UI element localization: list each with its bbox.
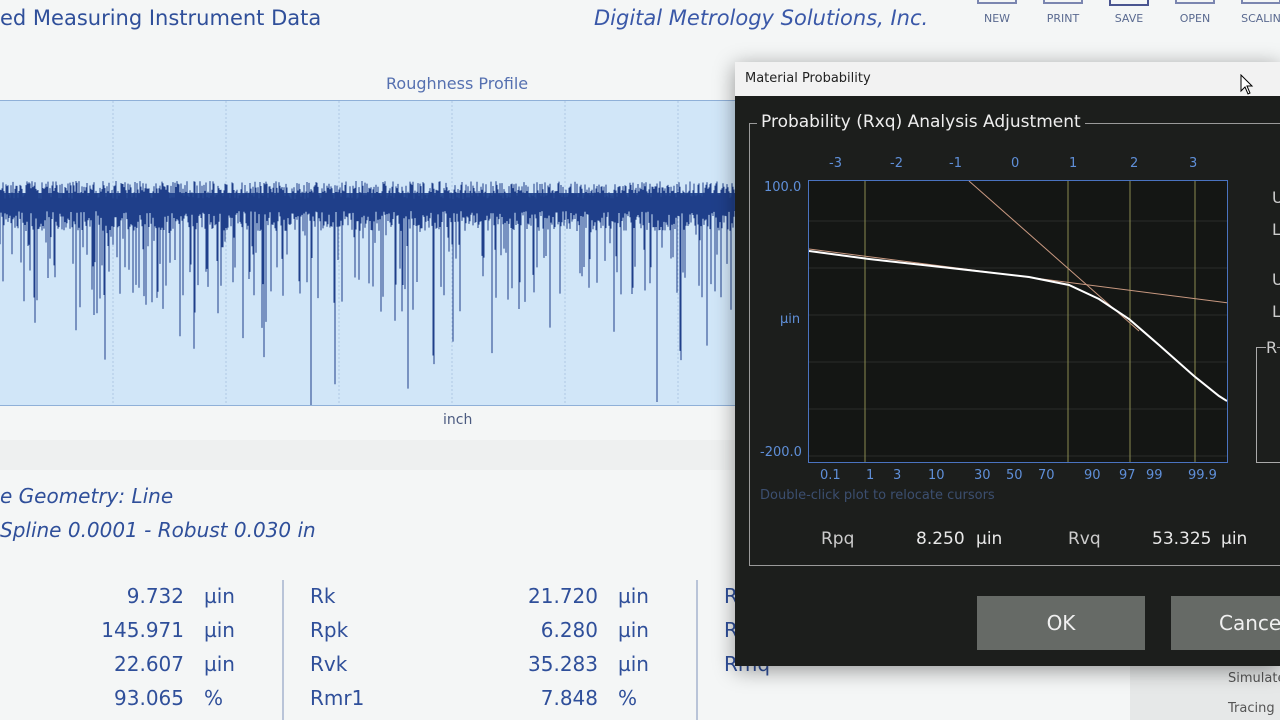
material-probability-dialog: Material Probability Probability (Rxq) A… xyxy=(735,62,1280,666)
group-title: Probability (Rxq) Analysis Adjustment xyxy=(757,112,1085,132)
print-label: PRINT xyxy=(1046,12,1080,25)
side-panel: Simulate Tracing xyxy=(1130,665,1280,720)
filter-label: Spline 0.0001 - Robust 0.030 in xyxy=(0,518,316,542)
top-tick-label: -2 xyxy=(890,156,903,171)
param-value: 21.720 xyxy=(528,584,598,608)
new-label: NEW xyxy=(983,12,1011,25)
dialog-title: Material Probability xyxy=(745,71,871,86)
print-icon xyxy=(1043,0,1083,4)
rvq-label: Rvq xyxy=(1068,529,1101,549)
print-button[interactable]: PRINT xyxy=(1033,0,1093,34)
mouse-cursor-icon xyxy=(1240,74,1254,95)
bottom-tick-label: 50 xyxy=(1006,468,1023,483)
top-tick-label: 3 xyxy=(1189,156,1198,171)
param-unit: % xyxy=(204,686,224,710)
column-divider xyxy=(282,580,284,720)
new-button[interactable]: NEW xyxy=(967,0,1027,34)
save-button[interactable]: SAVE xyxy=(1099,0,1159,34)
bottom-tick-label: 90 xyxy=(1084,468,1101,483)
param-name: R xyxy=(724,618,738,642)
roughness-profile-plot[interactable] xyxy=(0,100,735,406)
rvq-value: 53.325 xyxy=(1152,529,1212,549)
bottom-tick-label: 99 xyxy=(1146,468,1163,483)
y-unit-label: µin xyxy=(780,312,801,327)
param-name: R xyxy=(724,584,738,608)
lower-label: L xyxy=(1272,302,1280,321)
results-group xyxy=(1256,347,1280,463)
param-value: 93.065 xyxy=(114,686,184,710)
param-value: 22.607 xyxy=(114,652,184,676)
scaling-button[interactable]: SCALIN xyxy=(1231,0,1280,34)
scaling-icon xyxy=(1241,0,1280,4)
top-tick-label: 2 xyxy=(1130,156,1139,171)
top-tick-label: -3 xyxy=(829,156,842,171)
top-tick-label: -1 xyxy=(949,156,962,171)
open-label: OPEN xyxy=(1179,12,1211,25)
param-value: 35.283 xyxy=(528,652,598,676)
dialog-title-bar[interactable]: Material Probability xyxy=(735,62,1280,96)
plot-hint: Double-click plot to relocate cursors xyxy=(760,488,995,503)
profile-xlabel: inch xyxy=(443,412,473,428)
param-value: 7.848 xyxy=(540,686,598,710)
simulate-item[interactable]: Simulate xyxy=(1228,671,1280,686)
profile-title: Roughness Profile xyxy=(386,74,529,93)
param-value: 9.732 xyxy=(126,584,184,608)
upper-label: U xyxy=(1272,270,1280,289)
results-group-title: R xyxy=(1266,338,1278,357)
top-tick-label: 0 xyxy=(1011,156,1020,171)
app-title: ed Measuring Instrument Data xyxy=(0,6,322,30)
param-unit: µin xyxy=(204,584,235,608)
save-icon xyxy=(1109,0,1149,6)
param-name: Rvk xyxy=(310,652,348,676)
param-name: Rk xyxy=(310,584,336,608)
open-button[interactable]: OPEN xyxy=(1165,0,1225,34)
column-divider xyxy=(696,580,698,720)
company-name: Digital Metrology Solutions, Inc. xyxy=(594,6,929,30)
rvq-unit: µin xyxy=(1221,529,1248,549)
cancel-button[interactable]: Cancel xyxy=(1171,596,1280,650)
bottom-tick-label: 70 xyxy=(1038,468,1055,483)
ok-button[interactable]: OK xyxy=(977,596,1145,650)
param-name: Rpk xyxy=(310,618,349,642)
param-name: Rmr1 xyxy=(310,686,365,710)
y-max-label: 100.0 xyxy=(764,180,802,195)
bottom-tick-label: 3 xyxy=(893,468,902,483)
upper-label: U xyxy=(1272,188,1280,207)
rpq-unit: µin xyxy=(976,529,1003,549)
bottom-tick-label: 1 xyxy=(866,468,875,483)
param-unit: µin xyxy=(204,618,235,642)
geometry-label: e Geometry: Line xyxy=(0,484,174,508)
tracing-item[interactable]: Tracing xyxy=(1228,701,1275,716)
param-unit: µin xyxy=(618,584,649,608)
divider-band xyxy=(0,440,735,470)
right-labels: U L U L xyxy=(1272,182,1280,328)
scaling-label: SCALIN xyxy=(1241,12,1280,25)
lower-label: L xyxy=(1272,220,1280,239)
param-unit: µin xyxy=(618,652,649,676)
probability-curve xyxy=(809,250,1227,402)
open-icon xyxy=(1175,0,1215,4)
param-value: 145.971 xyxy=(101,618,184,642)
param-value: 6.280 xyxy=(540,618,598,642)
param-unit: µin xyxy=(204,652,235,676)
probability-plot[interactable] xyxy=(808,180,1228,463)
rpq-value: 8.250 xyxy=(916,529,965,549)
bottom-tick-label: 10 xyxy=(928,468,945,483)
rpq-label: Rpq xyxy=(821,529,855,549)
bottom-tick-label: 97 xyxy=(1119,468,1136,483)
save-label: SAVE xyxy=(1114,12,1144,25)
param-unit: µin xyxy=(618,618,649,642)
bottom-tick-label: 0.1 xyxy=(820,468,841,483)
param-unit: % xyxy=(618,686,638,710)
y-min-label: -200.0 xyxy=(760,445,802,460)
bottom-tick-label: 99.9 xyxy=(1188,468,1217,483)
bottom-tick-label: 30 xyxy=(974,468,991,483)
top-tick-label: 1 xyxy=(1069,156,1078,171)
profile-signal xyxy=(0,181,735,405)
new-icon xyxy=(977,0,1017,4)
